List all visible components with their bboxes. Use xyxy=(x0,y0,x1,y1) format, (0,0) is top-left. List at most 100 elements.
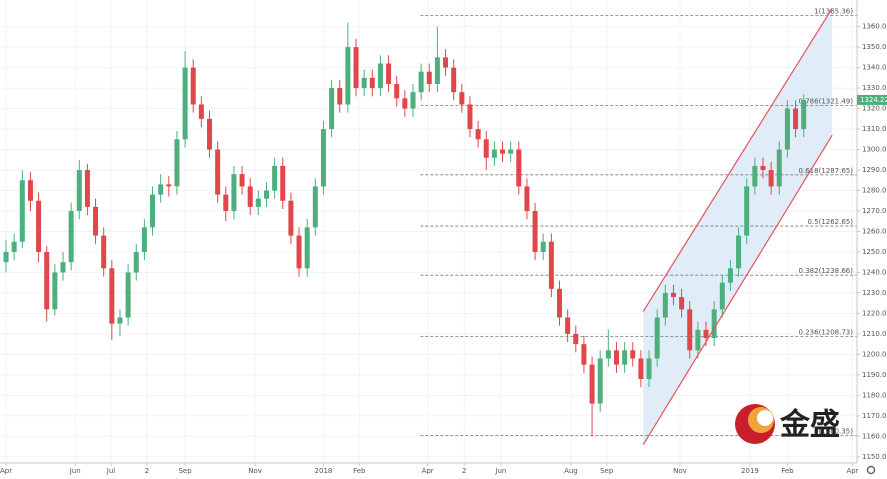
candle-body xyxy=(654,317,660,359)
candle-body xyxy=(443,57,449,68)
candle-body xyxy=(516,149,522,187)
candle-body xyxy=(280,165,286,201)
candle-body xyxy=(394,83,400,99)
candle-body xyxy=(459,92,465,105)
candle-body xyxy=(36,200,42,252)
candle-body xyxy=(133,251,139,273)
y-tick-label: 1180.00 xyxy=(862,391,887,399)
candle-body xyxy=(52,272,58,310)
candle-body xyxy=(312,186,318,228)
y-tick-label: 1260.00 xyxy=(862,227,887,235)
candle-body xyxy=(19,180,25,242)
candle-body xyxy=(231,174,237,211)
candle-body xyxy=(703,329,709,338)
fib-label: 0.618(1287.65) xyxy=(799,167,854,175)
logo: 金盛 xyxy=(735,404,840,444)
candle-body xyxy=(125,272,131,318)
candle-body xyxy=(207,118,213,150)
candle-body xyxy=(410,92,416,109)
x-tick-label: Sep xyxy=(178,467,192,475)
candle-body xyxy=(467,104,473,130)
candle-body xyxy=(166,184,172,187)
candle-body xyxy=(589,364,595,404)
candle-body xyxy=(581,344,587,365)
fib-label: 1(1365.36) xyxy=(814,8,853,16)
candle-body xyxy=(320,129,326,187)
y-tick-label: 1330.00 xyxy=(862,84,887,92)
y-tick-label: 1300.00 xyxy=(862,146,887,154)
x-tick-label: Feb xyxy=(781,467,794,475)
candle-body xyxy=(296,235,302,269)
x-tick-label: 2 xyxy=(462,467,466,475)
candle-body xyxy=(182,67,188,140)
candle-body xyxy=(304,227,310,269)
y-tick-label: 1200.00 xyxy=(862,350,887,358)
candle-body xyxy=(377,63,383,89)
x-tick-label: Aug xyxy=(564,467,578,475)
candle-body xyxy=(345,47,351,105)
candle-body xyxy=(198,104,204,119)
candle-body xyxy=(760,165,766,171)
candle-body xyxy=(613,350,619,365)
candle-body xyxy=(744,186,750,236)
candle-body xyxy=(223,194,229,211)
candle-body xyxy=(44,251,50,310)
candle-body xyxy=(239,174,245,187)
candle-body xyxy=(475,129,481,140)
y-tick-label: 1340.00 xyxy=(862,64,887,72)
fib-label: 0.786(1321.49) xyxy=(799,98,854,106)
candle-body xyxy=(434,57,440,84)
plot: 1(1365.36) 0.786(1321.49) 0.618(1287.65) 0.… xyxy=(0,0,857,463)
candle-body xyxy=(141,227,147,252)
candle-body xyxy=(11,241,17,252)
y-tick-label: 1350.00 xyxy=(862,43,887,51)
candle-body xyxy=(557,288,563,318)
candle-body xyxy=(215,149,221,195)
x-tick-label: 2 xyxy=(145,467,149,475)
candle-body xyxy=(491,149,497,158)
candle-body xyxy=(272,165,278,191)
y-tick-label: 1190.00 xyxy=(862,371,887,379)
candle-body xyxy=(101,235,107,269)
candle-body xyxy=(288,200,294,236)
candle-body xyxy=(776,149,782,187)
candle-body xyxy=(752,165,758,187)
x-tick-label: Nov xyxy=(248,467,262,475)
fib-label: 0.382(1238.66) xyxy=(799,267,854,275)
candle-body xyxy=(540,241,546,252)
candle-body xyxy=(418,71,424,93)
candle-body xyxy=(670,292,676,298)
candle-body xyxy=(784,108,790,150)
candle-body xyxy=(793,108,799,130)
fib-label: 0.236(1208.73) xyxy=(799,329,854,337)
candle-body xyxy=(801,99,807,130)
candle-body xyxy=(353,47,359,89)
x-tick-label: Apr xyxy=(846,467,858,475)
candle-body xyxy=(451,67,457,93)
x-tick-label: Jun xyxy=(494,467,506,475)
candle-body xyxy=(508,149,514,154)
candle-body xyxy=(117,317,123,324)
candle-body xyxy=(736,235,742,269)
y-tick-label: 1360.00 xyxy=(862,23,887,31)
candle-body xyxy=(150,194,156,228)
fib-label: 0.5(1262.65) xyxy=(807,218,853,226)
candle-body xyxy=(500,149,506,154)
gear[interactable] xyxy=(866,465,876,475)
candle-body xyxy=(190,67,196,105)
y-tick-label: 1230.00 xyxy=(862,289,887,297)
settings-icon[interactable] xyxy=(866,465,876,475)
candle-body xyxy=(638,358,644,379)
candle-body xyxy=(402,98,408,109)
candle-body xyxy=(247,186,253,207)
last-price-label: 1324.22 xyxy=(860,96,887,104)
candle-body xyxy=(695,329,701,351)
y-tick-label: 1210.00 xyxy=(862,330,887,338)
y-tick-label: 1290.00 xyxy=(862,166,887,174)
y-tick-label: 1160.00 xyxy=(862,432,887,440)
x-tick-label: Jun xyxy=(69,467,81,475)
candle-body xyxy=(630,350,636,359)
x-tick-label: 2019 xyxy=(741,467,759,475)
candle-body xyxy=(711,309,717,338)
